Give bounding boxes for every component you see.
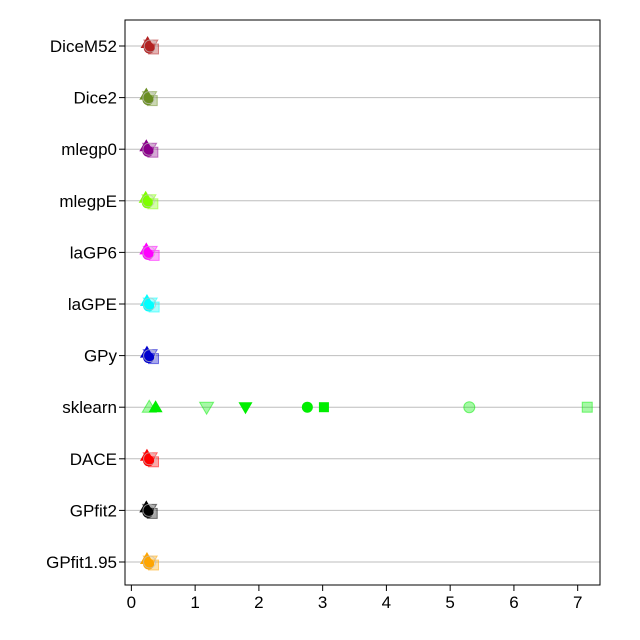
x-tick-label: 6 bbox=[509, 593, 518, 612]
x-axis: 0 1 2 3 4 5 6 7 bbox=[127, 585, 582, 612]
data-point bbox=[148, 400, 163, 413]
category-label: DiceM52 bbox=[50, 37, 117, 56]
data-point bbox=[141, 399, 158, 413]
data-point-outline bbox=[142, 503, 156, 517]
data-point-outline bbox=[143, 297, 157, 311]
plot-frame bbox=[124, 19, 601, 586]
data-point bbox=[148, 301, 160, 313]
category-label: GPfit2 bbox=[70, 501, 117, 520]
data-point-outline bbox=[143, 39, 157, 53]
data-point bbox=[318, 402, 329, 413]
data-point-outline bbox=[142, 91, 156, 105]
data-point bbox=[581, 401, 593, 413]
x-tick-label: 1 bbox=[190, 593, 199, 612]
category-label: laGPE bbox=[68, 295, 117, 314]
category-label: mlegp0 bbox=[61, 140, 117, 159]
data-point-outline bbox=[142, 142, 156, 156]
x-tick-label: 0 bbox=[127, 593, 136, 612]
data-point bbox=[238, 402, 253, 415]
data-point-outline bbox=[143, 555, 157, 569]
data-point-outline bbox=[142, 245, 156, 259]
data-point bbox=[463, 401, 476, 414]
data-point-outline bbox=[143, 452, 157, 466]
gridlines bbox=[125, 45, 600, 563]
x-tick-label: 3 bbox=[318, 593, 327, 612]
category-label: DACE bbox=[70, 450, 117, 469]
data-point-outline bbox=[143, 349, 157, 363]
category-label: laGP6 bbox=[70, 243, 117, 262]
data-point bbox=[198, 401, 215, 416]
x-tick-label: 5 bbox=[445, 593, 454, 612]
data-point bbox=[146, 95, 158, 107]
category-label: GPy bbox=[84, 347, 118, 366]
data-points bbox=[138, 36, 593, 571]
category-labels: DiceM52 Dice2 mlegp0 mlegpE laGP6 laGPE GPy skl… bbox=[46, 37, 125, 572]
data-point bbox=[147, 198, 159, 210]
data-point bbox=[148, 43, 160, 55]
category-label: mlegpE bbox=[59, 192, 117, 211]
x-tick-label: 2 bbox=[254, 593, 263, 612]
category-label: sklearn bbox=[62, 398, 117, 417]
data-point-outline bbox=[141, 194, 155, 208]
x-tick-label: 4 bbox=[382, 593, 391, 612]
data-point bbox=[301, 401, 313, 413]
x-tick-label: 7 bbox=[573, 593, 582, 612]
data-point bbox=[146, 507, 158, 519]
category-label: GPfit1.95 bbox=[46, 553, 117, 572]
category-label: Dice2 bbox=[74, 89, 117, 108]
